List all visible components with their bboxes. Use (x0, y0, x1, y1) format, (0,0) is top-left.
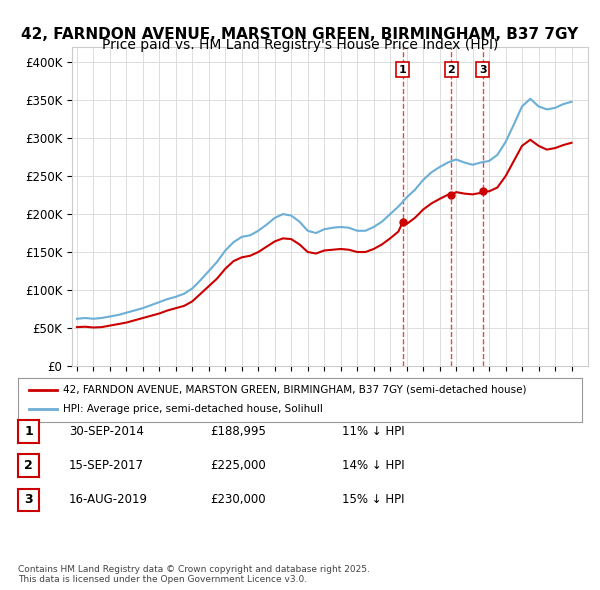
Text: 3: 3 (24, 493, 33, 506)
Text: 1: 1 (398, 64, 406, 74)
Text: 11% ↓ HPI: 11% ↓ HPI (342, 425, 404, 438)
Text: 30-SEP-2014: 30-SEP-2014 (69, 425, 144, 438)
Text: 3: 3 (479, 64, 487, 74)
Text: 15% ↓ HPI: 15% ↓ HPI (342, 493, 404, 506)
Text: 1: 1 (24, 425, 33, 438)
Text: 14% ↓ HPI: 14% ↓ HPI (342, 459, 404, 472)
Text: 2: 2 (448, 64, 455, 74)
Text: Contains HM Land Registry data © Crown copyright and database right 2025.
This d: Contains HM Land Registry data © Crown c… (18, 565, 370, 584)
Text: 16-AUG-2019: 16-AUG-2019 (69, 493, 148, 506)
Text: HPI: Average price, semi-detached house, Solihull: HPI: Average price, semi-detached house,… (63, 405, 323, 414)
Text: £230,000: £230,000 (210, 493, 266, 506)
Text: 42, FARNDON AVENUE, MARSTON GREEN, BIRMINGHAM, B37 7GY (semi-detached house): 42, FARNDON AVENUE, MARSTON GREEN, BIRMI… (63, 385, 527, 395)
Text: 15-SEP-2017: 15-SEP-2017 (69, 459, 144, 472)
Text: £188,995: £188,995 (210, 425, 266, 438)
Text: 42, FARNDON AVENUE, MARSTON GREEN, BIRMINGHAM, B37 7GY: 42, FARNDON AVENUE, MARSTON GREEN, BIRMI… (22, 27, 578, 41)
Text: £225,000: £225,000 (210, 459, 266, 472)
Text: 2: 2 (24, 459, 33, 472)
Text: Price paid vs. HM Land Registry's House Price Index (HPI): Price paid vs. HM Land Registry's House … (102, 38, 498, 53)
